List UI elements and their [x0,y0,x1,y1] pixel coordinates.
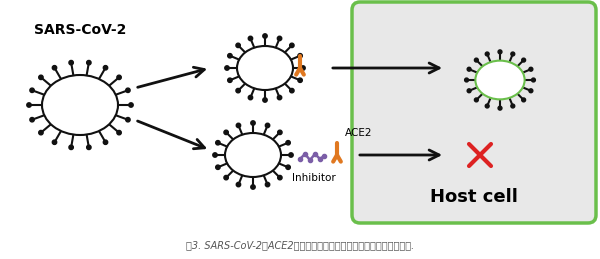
Circle shape [485,104,489,108]
Text: SARS-CoV-2: SARS-CoV-2 [34,23,126,37]
Circle shape [52,140,57,145]
Circle shape [251,121,255,125]
Circle shape [215,165,220,169]
Circle shape [30,88,34,92]
Circle shape [215,141,220,145]
Circle shape [290,88,294,93]
Circle shape [27,103,31,107]
Circle shape [86,145,91,149]
Circle shape [69,145,73,149]
Circle shape [290,43,294,48]
Circle shape [103,66,107,70]
Circle shape [69,60,73,65]
Circle shape [298,78,302,82]
Circle shape [298,54,302,58]
Circle shape [103,140,108,145]
Circle shape [511,104,515,108]
Ellipse shape [42,75,118,135]
Circle shape [286,165,290,169]
Circle shape [236,88,241,93]
Circle shape [301,66,305,70]
Circle shape [265,182,270,187]
Circle shape [129,103,133,107]
Circle shape [236,123,241,128]
Circle shape [498,106,502,110]
Circle shape [251,185,255,189]
Circle shape [278,175,282,180]
Circle shape [475,98,478,102]
Circle shape [529,67,533,71]
Circle shape [236,43,241,48]
Circle shape [39,131,43,135]
Circle shape [286,141,290,145]
FancyBboxPatch shape [352,2,596,223]
Circle shape [117,131,121,135]
Circle shape [224,130,229,135]
Circle shape [248,95,253,100]
Circle shape [522,98,526,102]
Circle shape [529,89,533,93]
Text: 图3. SARS-CoV-2棘ACE2受体结合与抑制的关系及其对细胞进入的影响.: 图3. SARS-CoV-2棘ACE2受体结合与抑制的关系及其对细胞进入的影响. [186,240,414,250]
Circle shape [263,98,267,102]
Ellipse shape [475,61,524,99]
Circle shape [248,36,253,41]
Circle shape [30,118,34,122]
Circle shape [522,58,526,62]
Circle shape [277,95,282,100]
Circle shape [263,34,267,38]
Circle shape [511,52,515,56]
Circle shape [464,78,469,82]
Circle shape [467,67,471,71]
Circle shape [117,75,121,80]
Circle shape [265,123,270,128]
Circle shape [126,118,130,122]
Text: ACE2: ACE2 [345,128,373,138]
Circle shape [39,75,43,80]
Circle shape [467,89,471,93]
Ellipse shape [237,46,293,90]
Ellipse shape [225,133,281,177]
Circle shape [485,52,489,56]
Circle shape [475,58,478,62]
Circle shape [498,50,502,54]
Circle shape [126,88,130,92]
Circle shape [225,66,229,70]
Circle shape [236,182,241,187]
Text: Host cell: Host cell [430,188,518,206]
Circle shape [86,60,91,65]
Circle shape [278,130,282,135]
Circle shape [289,153,293,157]
Circle shape [213,153,217,157]
Circle shape [224,175,229,180]
Circle shape [52,66,56,70]
Circle shape [227,54,232,58]
Circle shape [277,36,282,41]
Text: Inhibitor: Inhibitor [292,173,336,183]
Circle shape [532,78,535,82]
Circle shape [227,78,232,82]
